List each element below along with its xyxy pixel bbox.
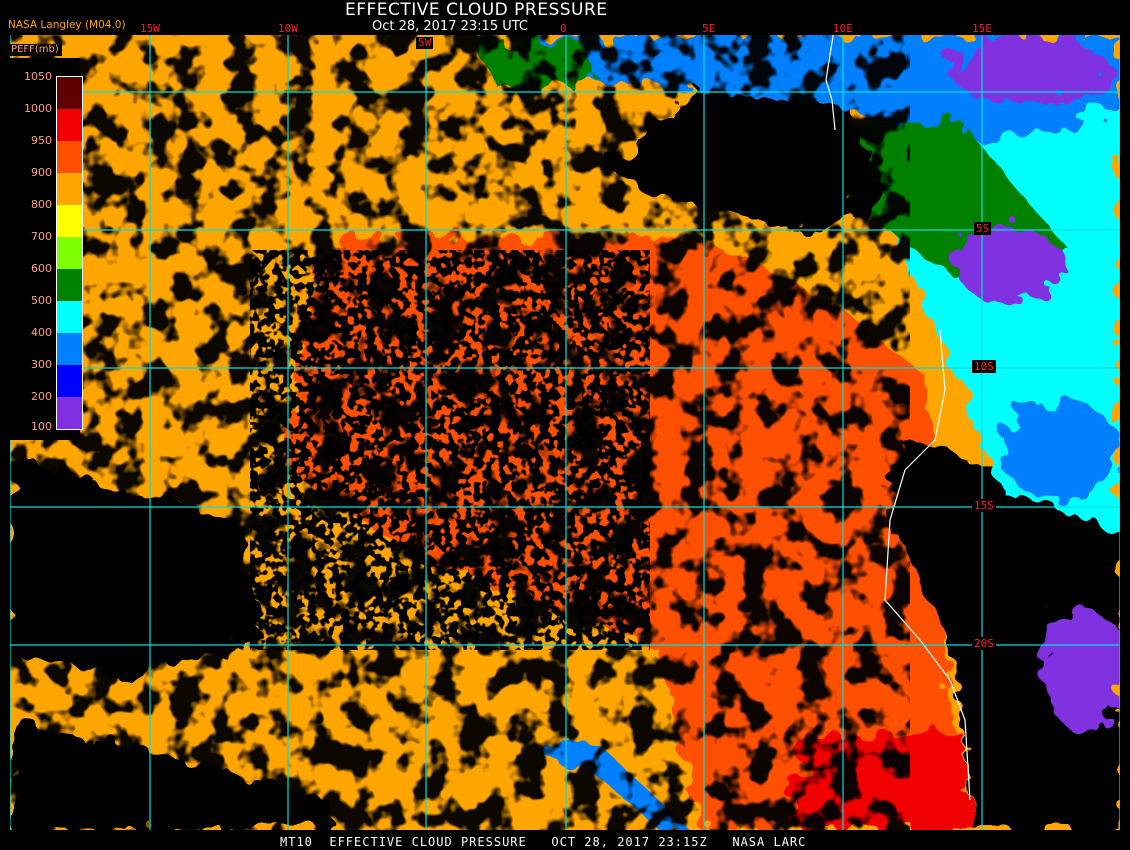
legend-swatch — [57, 301, 82, 333]
longitude-label: 0 — [560, 22, 567, 35]
latitude-label: 10S — [972, 360, 996, 373]
legend-title: PEFF(mb) — [8, 44, 62, 56]
latitude-label: 15S — [972, 499, 996, 512]
longitude-label: 5E — [702, 22, 716, 35]
legend-tick-label: 400 — [31, 326, 52, 339]
high-cloud-cell — [950, 35, 1110, 105]
footer-caption: MT10 EFFECTIVE CLOUD PRESSURE OCT 28, 20… — [280, 835, 807, 849]
legend-swatch — [57, 269, 82, 301]
legend-tick-label: 100 — [31, 420, 52, 433]
legend-color-bar — [56, 76, 83, 430]
legend-swatch — [57, 173, 82, 205]
legend-swatch — [57, 333, 82, 365]
producer-label: NASA Langley (M04.0) — [8, 19, 126, 31]
legend-swatch — [57, 365, 82, 397]
longitude-label: 15E — [972, 22, 992, 35]
graticule — [10, 35, 1120, 830]
latitude-label: 5S — [974, 222, 992, 235]
legend-tick-label: 700 — [31, 230, 52, 243]
legend-swatch — [57, 77, 82, 109]
legend-tick-label: 200 — [31, 390, 52, 403]
high-cloud-cell — [955, 227, 1065, 303]
blue-cloud-cell — [1000, 400, 1120, 500]
longitude-label: 10W — [278, 22, 298, 35]
map-timestamp: Oct 28, 2017 23:15 UTC — [372, 19, 528, 34]
legend-tick-label: 950 — [31, 134, 52, 147]
legend-tick-label: 1050 — [24, 70, 52, 83]
legend-tick-label: 300 — [31, 358, 52, 371]
longitude-label: 10E — [833, 22, 853, 35]
longitude-label: 15W — [140, 22, 160, 35]
legend-tick-label: 800 — [31, 198, 52, 211]
legend-tick-label: 1000 — [24, 102, 52, 115]
legend-swatch — [57, 237, 82, 269]
longitude-label: 5W — [416, 36, 434, 49]
legend-tick-label: 600 — [31, 262, 52, 275]
legend-tick-label: 900 — [31, 166, 52, 179]
clear-sky-africa — [890, 440, 1120, 830]
legend-swatch — [57, 141, 82, 173]
color-legend: PEFF(mb) 1050 1000 950 900 800 700 600 500 400 30… — [8, 44, 83, 440]
legend-tick-label: 500 — [31, 294, 52, 307]
latitude-label: 20S — [972, 637, 996, 650]
high-cloud-cell — [1040, 610, 1120, 730]
coastline — [825, 35, 971, 801]
legend-swatch — [57, 397, 82, 429]
legend-swatch — [57, 109, 82, 141]
map-title: EFFECTIVE CLOUD PRESSURE — [345, 0, 608, 20]
legend-swatch — [57, 205, 82, 237]
speckle-texture — [250, 250, 650, 650]
